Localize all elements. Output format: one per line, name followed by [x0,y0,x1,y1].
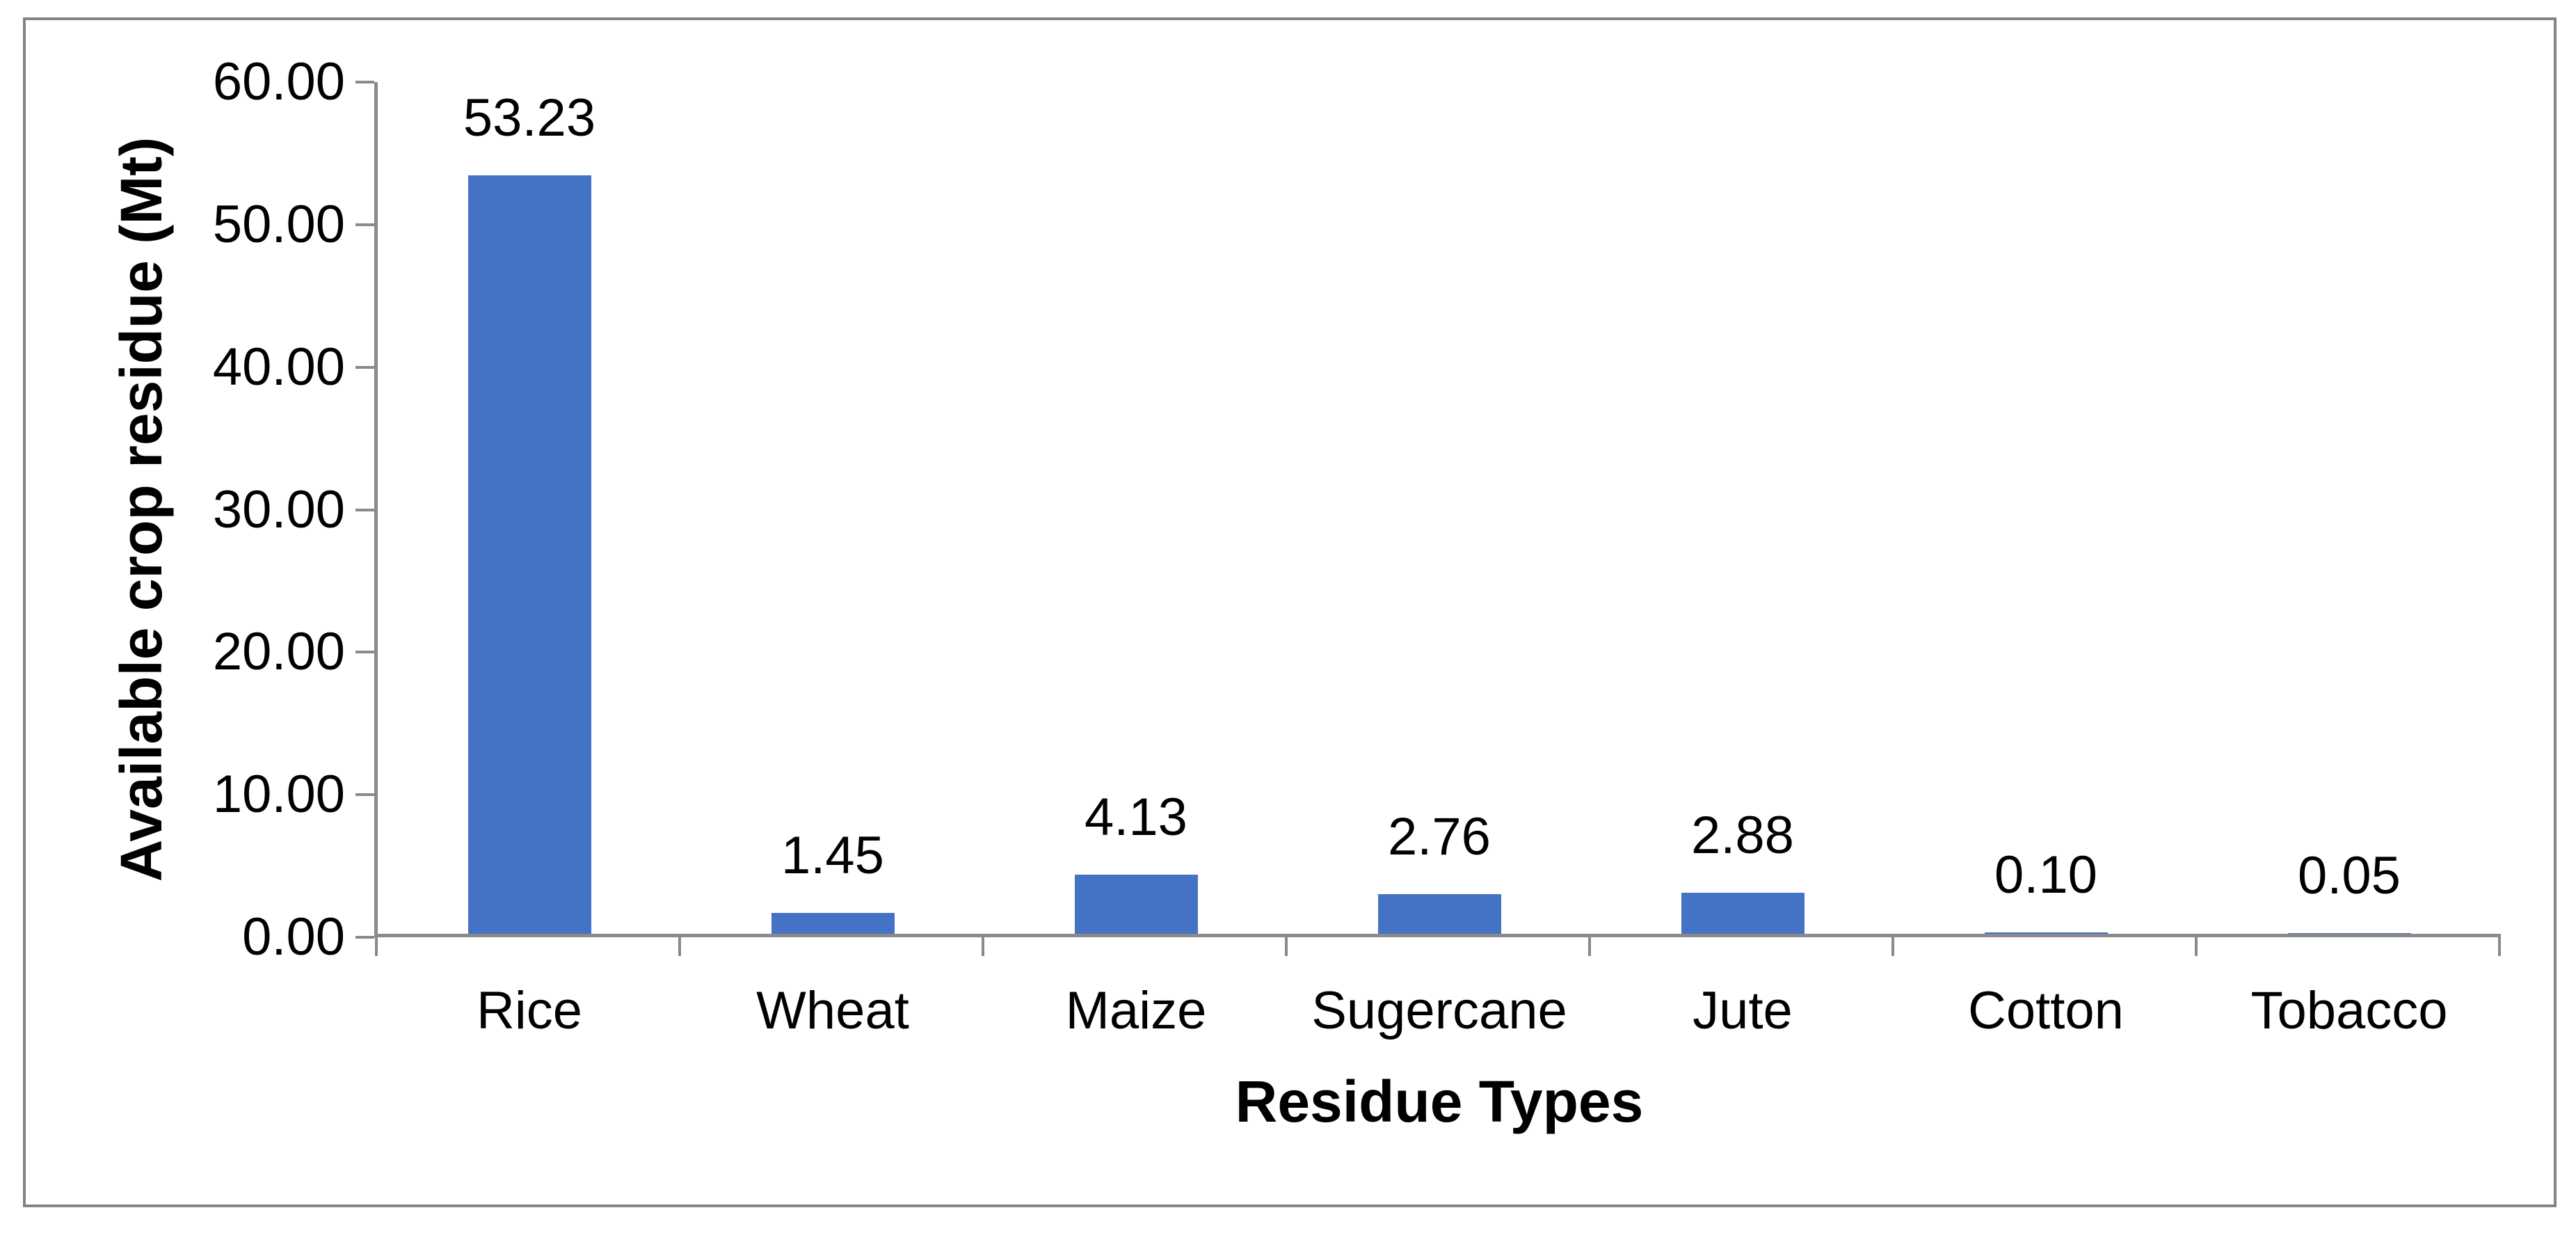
y-axis-tick-mark [355,365,374,369]
data-label-cotton: 0.10 [1994,845,2097,905]
category-label-wheat: Wheat [756,981,909,1040]
bar-tobacco [2287,933,2411,934]
y-axis-tick-mark [355,81,374,83]
x-axis-title: Residue Types [1235,1069,1644,1134]
data-label-sugercane: 2.76 [1388,807,1491,866]
bar-jute [1681,893,1805,934]
bar-cotton [1984,932,2108,934]
x-axis-tick-mark [678,937,681,956]
data-label-rice: 53.23 [463,88,596,148]
x-axis-tick-mark [1891,937,1894,956]
data-label-tobacco: 0.05 [2298,846,2401,905]
y-axis-line [374,82,378,937]
y-axis-tick-mark [355,508,374,511]
y-axis-tick-mark [355,936,374,939]
y-axis-tick-label: 10.00 [212,765,345,825]
y-axis-tick-label: 60.00 [212,52,345,111]
category-label-jute: Jute [1693,981,1793,1040]
category-label-tobacco: Tobacco [2250,981,2448,1040]
x-axis-tick-mark [1588,937,1591,956]
y-axis-tick-label: 50.00 [212,194,345,254]
bar-wheat [771,913,895,934]
y-axis-tick-label: 0.00 [242,907,345,966]
bar-rice [467,175,591,934]
y-axis-tick-mark [355,793,374,797]
category-label-cotton: Cotton [1968,981,2124,1040]
x-axis-line [374,934,2501,937]
y-axis-tick-mark [355,223,374,226]
x-axis-tick-mark [2498,937,2501,956]
category-label-maize: Maize [1065,981,1207,1040]
y-axis-tick-label: 30.00 [212,479,345,539]
data-label-wheat: 1.45 [781,826,884,885]
chart-outer-border [23,17,2557,1207]
y-axis-tick-label: 20.00 [212,622,345,682]
data-label-maize: 4.13 [1085,788,1187,847]
x-axis-tick-mark [2195,937,2198,956]
category-label-rice: Rice [476,981,583,1040]
x-axis-tick-mark [982,937,984,956]
bar-maize [1074,875,1198,934]
x-axis-tick-mark [375,937,378,956]
y-axis-tick-label: 40.00 [212,337,345,397]
bar-sugercane [1377,894,1501,934]
category-label-sugercane: Sugercane [1311,981,1567,1040]
y-axis-tick-mark [355,651,374,654]
data-label-jute: 2.88 [1691,806,1794,865]
x-axis-tick-mark [1285,937,1288,956]
